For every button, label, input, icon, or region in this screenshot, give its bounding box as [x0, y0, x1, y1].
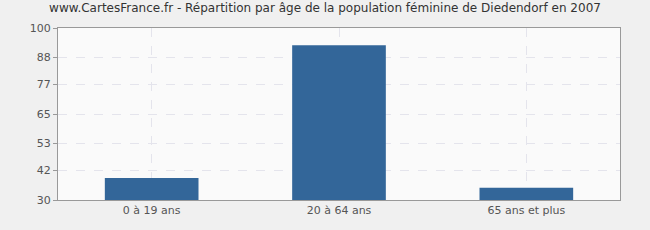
svg-text:0 à 19 ans: 0 à 19 ans	[123, 204, 181, 217]
svg-text:53: 53	[37, 137, 51, 150]
svg-text:88: 88	[37, 51, 51, 64]
svg-text:77: 77	[37, 78, 51, 91]
svg-text:30: 30	[37, 194, 51, 207]
svg-text:100: 100	[30, 22, 51, 35]
svg-text:20 à 64 ans: 20 à 64 ans	[307, 204, 372, 217]
svg-text:42: 42	[37, 164, 51, 177]
svg-text:www.CartesFrance.fr - Répartit: www.CartesFrance.fr - Répartition par âg…	[49, 1, 601, 15]
svg-text:65: 65	[37, 108, 51, 121]
svg-text:65 ans et plus: 65 ans et plus	[487, 204, 565, 217]
